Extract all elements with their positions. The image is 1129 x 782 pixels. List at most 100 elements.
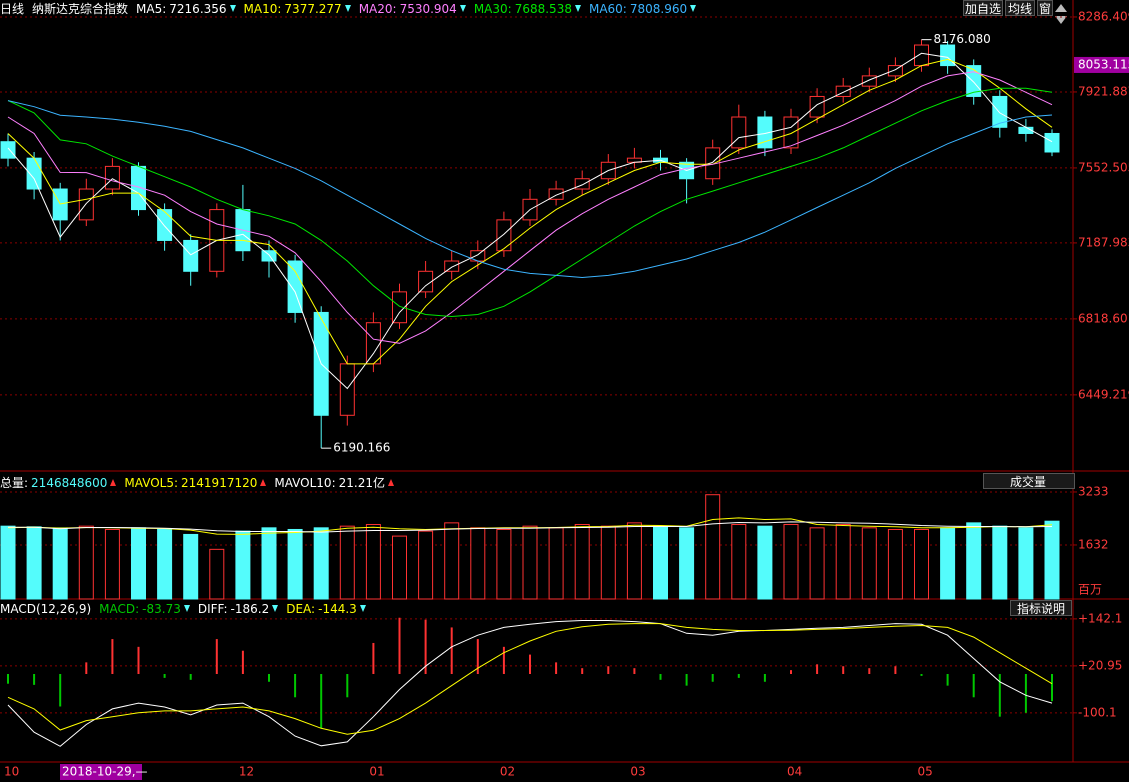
y-tick-label: 6818.601 [1078,311,1129,325]
candle-body [496,219,512,252]
volume-bar [496,528,512,600]
volume-bar [992,525,1008,600]
volume-bar [887,528,903,600]
legend-name: MA60: [588,1,627,16]
volume-bar [731,524,747,600]
legend-name: DEA: [286,601,316,616]
ma-line [7,58,1053,365]
y-tick-label: 6449.219 [1078,387,1129,401]
volume-bar [757,525,773,600]
cursor-date: 2018-10-29,— [62,765,148,779]
macd-line [7,623,1053,735]
toolbar-button[interactable]: 窗 [1037,0,1053,16]
candle-body [914,44,929,67]
trend-arrow [260,479,267,486]
legend-name: MAVOL5: [124,475,179,490]
candle-body [78,188,94,221]
mavol-line [8,521,1053,533]
volume-bar [809,527,825,600]
legend-name: DIFF: [197,601,228,616]
trend-arrow [387,479,394,486]
macd-line [7,620,1053,747]
legend-value: -186.2 [230,601,270,616]
legend-value: 7530.904 [399,1,457,16]
legend-value: -144.3 [318,601,357,616]
candle-body [157,209,173,241]
ma-line [7,52,1053,390]
legend-value: 7377.277 [284,1,342,16]
volume-bar [705,494,721,600]
candle-body [992,95,1008,128]
last-price-label: 8053.115 [1078,57,1129,71]
volume-bar [131,527,146,600]
volume-bar [574,524,590,600]
volume-bar [444,522,460,600]
x-tick-label: 05 [918,765,933,779]
legend-name: MA10: [243,1,282,16]
toolbar-button[interactable]: 均线 [1005,0,1035,16]
legend-value: 7808.960 [629,1,688,16]
candle-body [183,239,199,272]
volume-bar [522,525,538,600]
candle-body [809,95,825,118]
volume-bar [966,522,982,600]
volume-bar [653,525,668,600]
candle-body [861,75,877,87]
y-tick-label: 1632 [1078,537,1109,551]
legend-name: 总量: [0,475,29,490]
volume-bar [1018,527,1034,600]
toolbar-button[interactable]: 加自选 [963,0,1003,16]
volume-bar [287,528,303,600]
volume-bar [861,527,877,600]
volume-bar [679,527,695,600]
trend-arrow [574,5,581,12]
legend-name: MAVOL10: [274,475,336,490]
volume-bar [914,528,929,600]
volume-bar [365,524,381,600]
low-label: 6190.166 [333,441,390,455]
volume-bar [392,535,407,600]
volume-bar [940,527,956,600]
scroll-up[interactable] [1055,4,1067,12]
indicator-help[interactable]: 指标说明 [1010,600,1072,616]
y-tick-label: 8286.409 [1078,9,1129,23]
y-tick-label: 7187.983 [1078,235,1129,249]
x-tick-label: 10 [4,765,19,779]
volume-bar [209,548,225,600]
candle-body [0,141,16,159]
volume-bar [157,528,173,600]
trend-arrow [459,5,466,12]
legend-value: 7688.538 [514,1,572,16]
candle-body [783,116,799,149]
volume-bar [835,524,851,600]
volume-bar [1044,520,1060,600]
legend-name: MA20: [358,1,397,16]
candle-body [339,363,355,416]
candle-body [444,260,460,272]
trend-arrow [690,5,697,12]
legend-name: MA5: [136,1,167,16]
candle-body [548,188,564,200]
high-label: 8176.080 [934,32,991,46]
y-tick-label: +142.1 [1078,611,1122,625]
volume-bar [26,526,42,600]
ma-line [7,71,1053,344]
volume-bar [600,525,616,600]
y-tick-label: 3233 [1078,484,1109,498]
volume-bar [52,527,68,600]
x-tick-label: 12 [239,765,254,779]
legend-value: 2146848600 [31,475,108,490]
scroll-down[interactable] [1055,16,1067,24]
legend-name: MACD: [99,601,140,616]
volume-bar [104,528,120,600]
candle-body [261,250,277,262]
index-name: 纳斯达克综合指数 [32,1,129,16]
indicator-title: MACD(12,26,9) [0,601,92,616]
volume-bar [548,527,564,600]
x-tick-label: 01 [369,765,384,779]
volume-bar [235,530,251,600]
candle-body [835,85,851,97]
indicator-dropdown[interactable]: 成交量 [983,473,1075,489]
legend-value: 7216.356 [169,1,227,16]
legend-name: MA30: [473,1,512,16]
